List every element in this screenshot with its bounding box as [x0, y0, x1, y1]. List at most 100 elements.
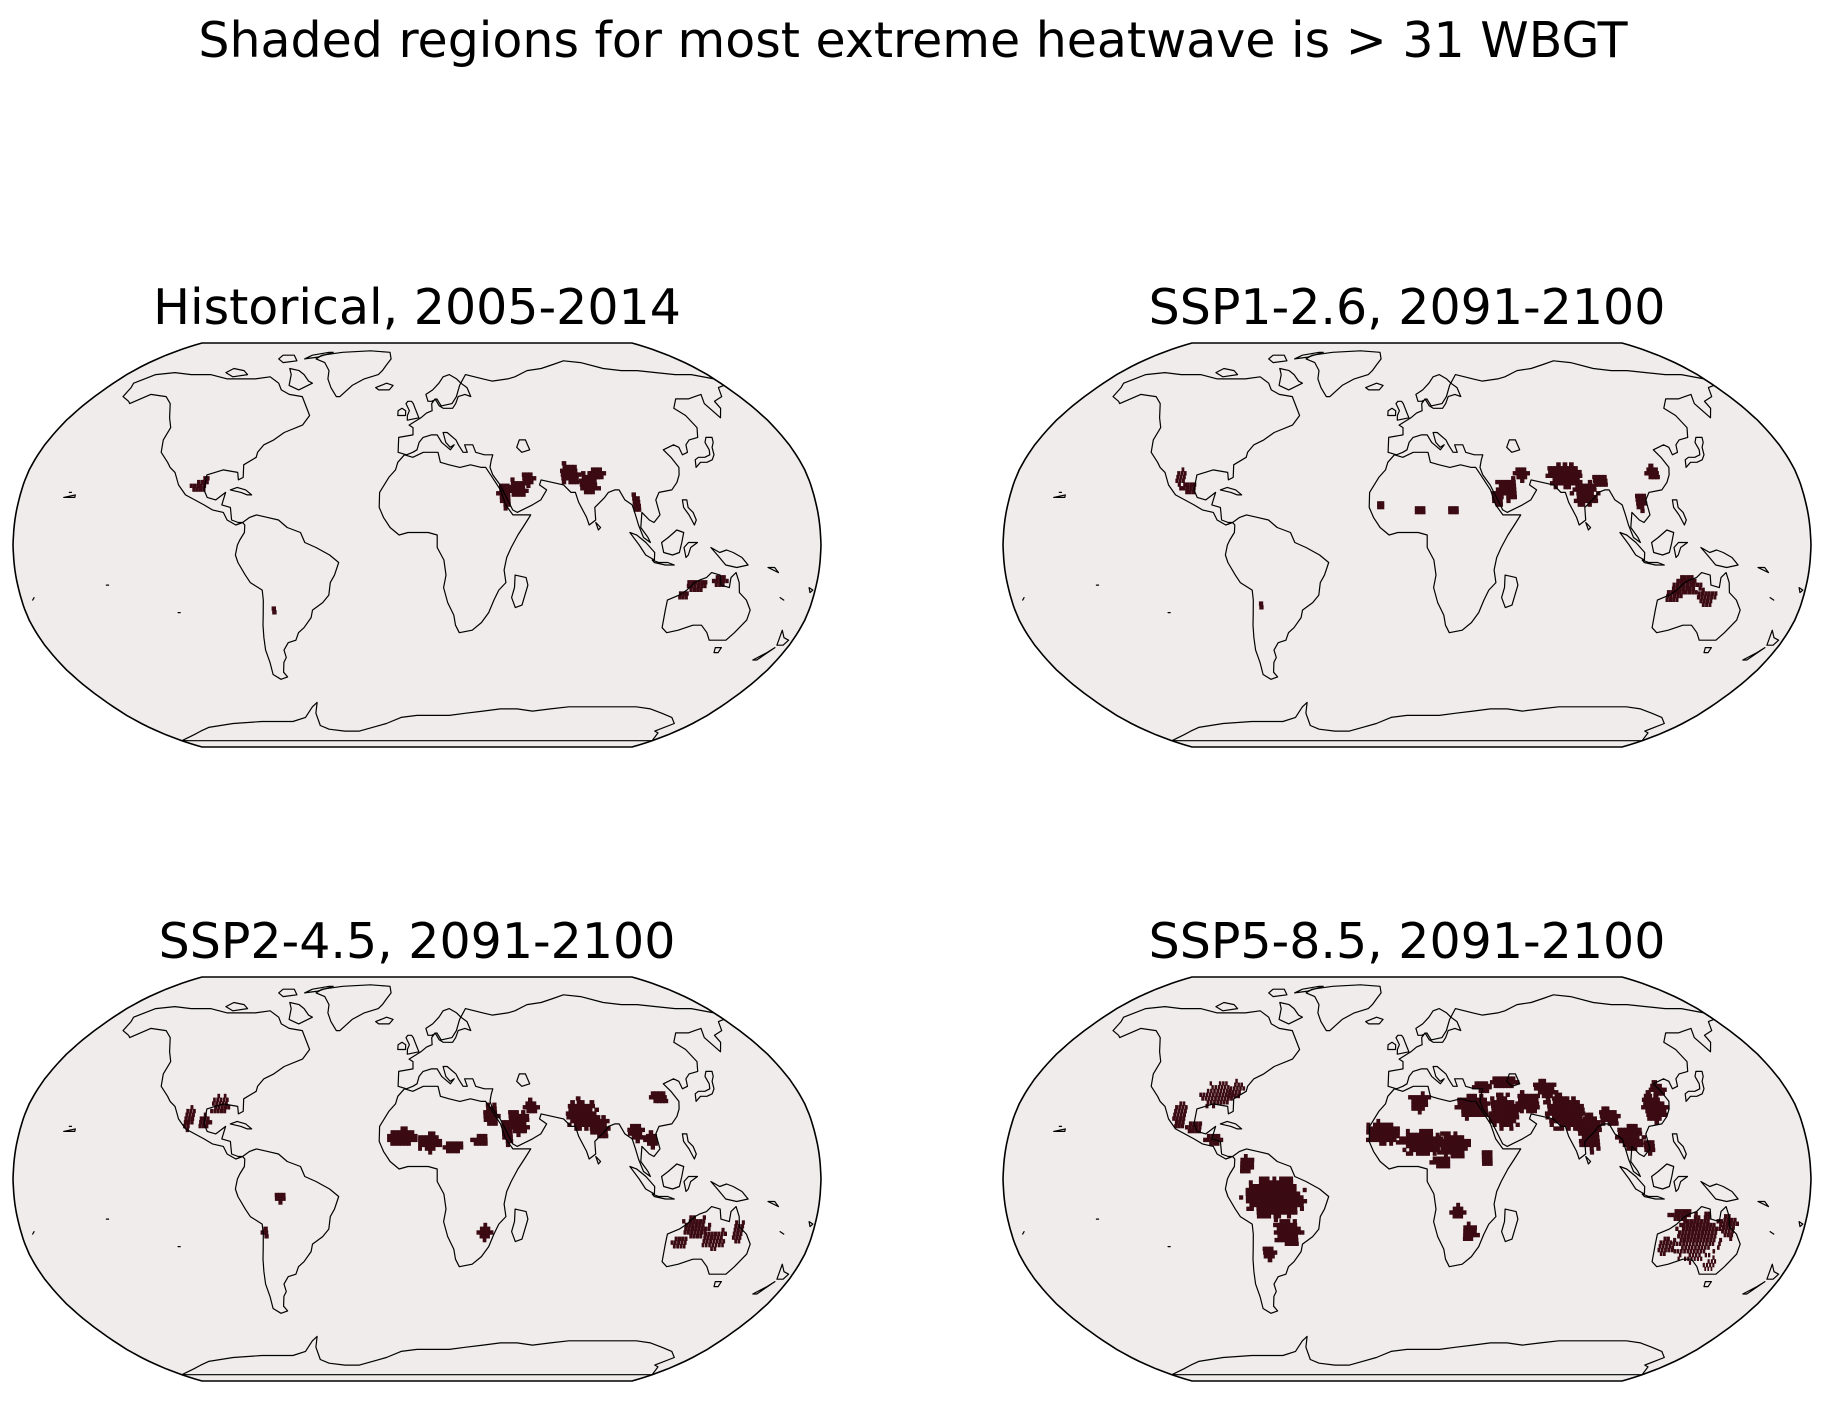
- shaded-cell: [1462, 1210, 1467, 1215]
- shaded-cell: [571, 479, 576, 485]
- shaded-cell: [1279, 1195, 1284, 1200]
- shaded-cell: [1705, 1222, 1709, 1228]
- shaded-cell: [479, 1226, 484, 1231]
- shaded-cell: [1613, 1117, 1619, 1122]
- shaded-cell: [1607, 1117, 1612, 1122]
- shaded-cell: [1473, 1097, 1478, 1102]
- shaded-cell: [593, 1126, 598, 1131]
- shaded-cell: [1733, 1217, 1737, 1223]
- shaded-cell: [487, 1121, 492, 1126]
- shaded-cell: [1279, 1199, 1284, 1204]
- shaded-cell: [397, 1141, 401, 1146]
- shaded-cell: [1443, 1150, 1448, 1155]
- shaded-cell: [740, 1227, 744, 1233]
- shaded-cell: [562, 464, 568, 470]
- shaded-cell: [1554, 1111, 1560, 1116]
- coastline: [752, 647, 776, 661]
- shaded-cell: [1216, 1088, 1219, 1094]
- shaded-cell: [1550, 1103, 1555, 1109]
- shaded-cell: [1498, 491, 1503, 496]
- shaded-cell: [1502, 1080, 1507, 1085]
- shaded-cell: [1585, 483, 1590, 488]
- shaded-cell: [1286, 1202, 1291, 1208]
- shaded-cell: [1588, 1138, 1594, 1144]
- shaded-cell: [1488, 1115, 1493, 1120]
- shaded-cell: [1590, 1123, 1595, 1129]
- shaded-cell: [1714, 591, 1718, 596]
- shaded-cell: [715, 1239, 719, 1244]
- coastline: [516, 439, 531, 453]
- shaded-cell: [1689, 1237, 1693, 1243]
- shaded-cell: [1552, 1115, 1557, 1120]
- shaded-cell: [499, 498, 504, 504]
- shaded-cell: [421, 1142, 426, 1148]
- shaded-cell: [1293, 1206, 1298, 1211]
- shaded-cell: [1541, 1090, 1546, 1095]
- shaded-cell: [1537, 1086, 1542, 1091]
- shaded-cell: [1484, 1088, 1490, 1094]
- shaded-cell: [1688, 1260, 1692, 1265]
- shaded-cell: [210, 1108, 214, 1114]
- shaded-cell: [649, 1137, 655, 1143]
- shaded-cell: [1587, 498, 1592, 504]
- shaded-cell: [400, 1137, 405, 1143]
- shaded-cell: [592, 1118, 597, 1124]
- shaded-cell: [707, 1226, 711, 1231]
- shaded-cell: [579, 1115, 584, 1120]
- shaded-cell: [1424, 1102, 1429, 1107]
- shaded-cell: [1284, 1241, 1290, 1246]
- shaded-cell: [1212, 1092, 1215, 1097]
- shaded-cell: [213, 1108, 217, 1114]
- coastline: [776, 629, 790, 646]
- shaded-cell: [590, 1130, 595, 1135]
- coastline: [63, 494, 76, 498]
- shaded-cell: [1577, 469, 1582, 475]
- shaded-cell: [197, 479, 201, 485]
- shaded-cell: [1502, 1118, 1507, 1124]
- shaded-cell: [205, 1123, 209, 1129]
- shaded-cell: [1629, 1123, 1635, 1129]
- shaded-cell: [1250, 1157, 1255, 1163]
- shaded-cell: [1568, 473, 1573, 478]
- coastline: [1219, 486, 1243, 496]
- shaded-cell: [1517, 1093, 1522, 1099]
- shaded-cell: [1635, 493, 1640, 499]
- shaded-cell: [738, 1235, 742, 1240]
- shaded-cell: [1427, 1095, 1432, 1100]
- shaded-cell: [714, 1231, 718, 1236]
- shaded-cell: [525, 479, 531, 485]
- shaded-cell: [1405, 1151, 1410, 1156]
- shaded-cell: [1656, 1101, 1662, 1106]
- shaded-cell: [694, 1222, 699, 1228]
- shaded-cell: [1275, 1187, 1280, 1193]
- shaded-cell: [1541, 1078, 1547, 1084]
- shaded-cell: [1698, 1226, 1702, 1231]
- shaded-cell: [1291, 1241, 1296, 1246]
- shaded-cell: [1467, 1142, 1471, 1148]
- shaded-cell: [1272, 1250, 1278, 1255]
- shaded-cell: [1272, 1199, 1277, 1204]
- shaded-cell: [407, 1137, 411, 1143]
- shaded-cell: [1546, 1086, 1552, 1091]
- shaded-cell: [1699, 1237, 1703, 1243]
- shaded-cell: [1543, 1086, 1548, 1091]
- shaded-cell: [652, 1133, 657, 1139]
- shaded-cell: [1464, 1112, 1469, 1117]
- shaded-cell: [735, 1235, 739, 1240]
- shaded-cell: [1243, 1169, 1248, 1174]
- shaded-cell: [508, 1123, 513, 1129]
- shaded-cell: [1209, 1081, 1212, 1086]
- shaded-cell: [654, 1091, 660, 1096]
- shaded-cell: [1466, 1225, 1471, 1230]
- shaded-cell: [711, 1242, 715, 1248]
- shaded-cell: [692, 587, 697, 592]
- shaded-cell: [486, 1230, 491, 1235]
- shaded-cell: [505, 1142, 510, 1148]
- shaded-cell: [418, 1146, 422, 1151]
- shaded-cell: [449, 1145, 454, 1150]
- shaded-cell: [1570, 1107, 1575, 1112]
- shaded-cell: [1411, 1106, 1416, 1111]
- shaded-cell: [1436, 1156, 1441, 1161]
- shaded-cell: [1495, 487, 1500, 492]
- shaded-cell: [1180, 1108, 1184, 1114]
